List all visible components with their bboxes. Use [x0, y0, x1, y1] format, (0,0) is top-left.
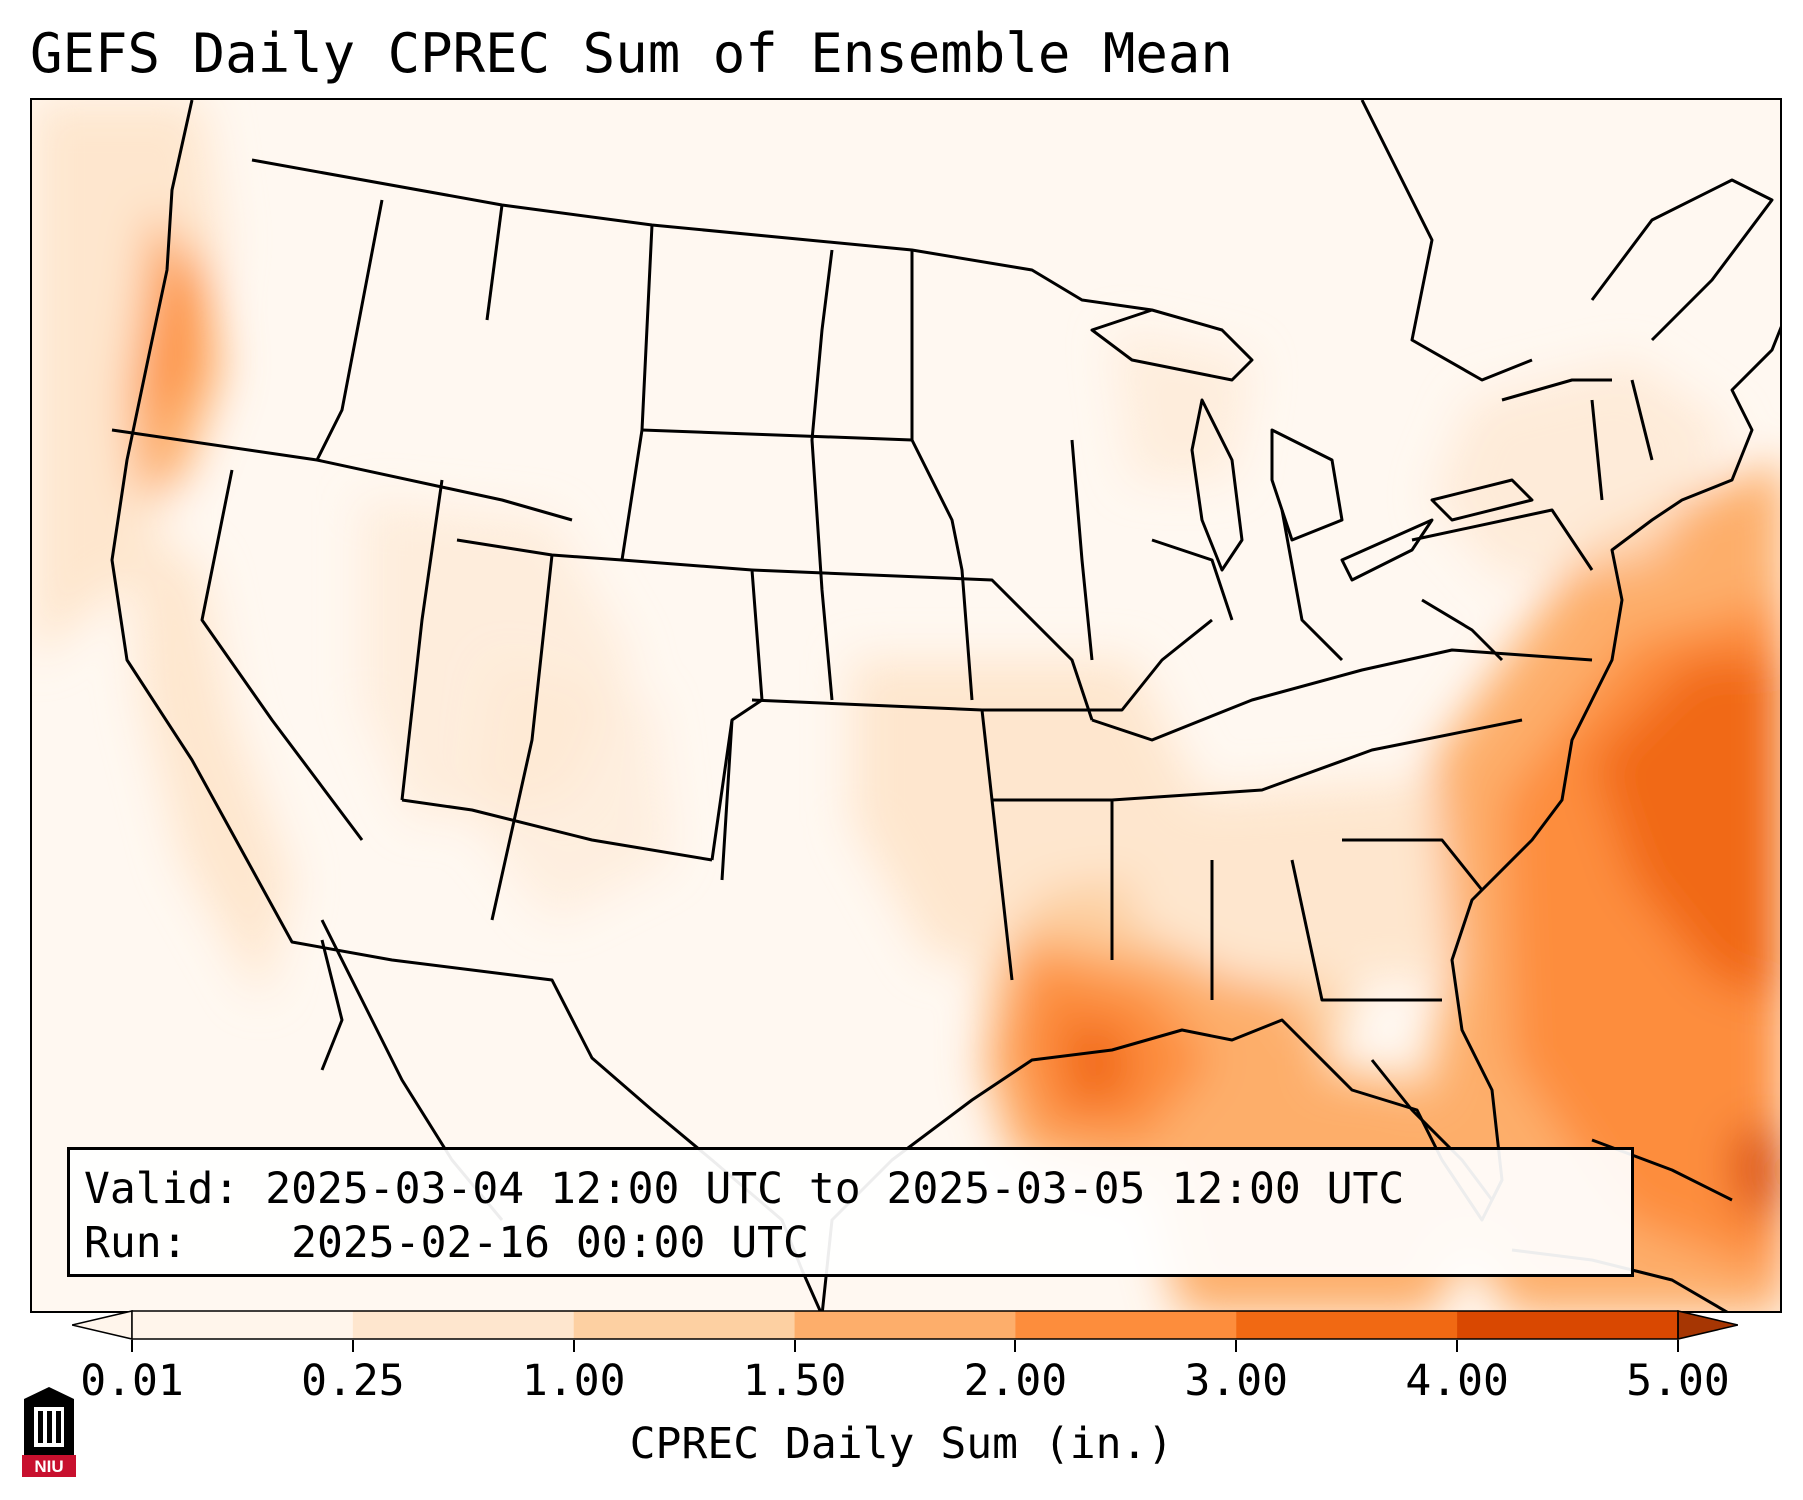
- map-panel: [30, 98, 1782, 1313]
- colorbar-tick: [131, 1340, 133, 1352]
- colorbar-tick: [1235, 1340, 1238, 1352]
- colorbar-segment: [1236, 1311, 1458, 1339]
- colorbar-extend-low: [72, 1310, 133, 1340]
- colorbar-segment: [794, 1311, 1016, 1339]
- precip-map: [32, 100, 1780, 1311]
- logo-red-band: [22, 1455, 76, 1477]
- colorbar-tick-label: 1.00: [521, 1356, 626, 1406]
- colorbar: [72, 1310, 1738, 1340]
- colorbar-segment: [1015, 1311, 1237, 1339]
- colorbar-tick: [1456, 1340, 1459, 1352]
- validity-info-box: Valid: 2025-03-04 12:00 UTC to 2025-03-0…: [67, 1147, 1634, 1277]
- valid-value: 2025-03-04 12:00 UTC to 2025-03-05 12:00…: [265, 1164, 1405, 1214]
- colorbar-tick-label: 5.00: [1626, 1356, 1730, 1406]
- colorbar-tick-label: 2.00: [963, 1356, 1068, 1406]
- colorbar-tick-label: 0.25: [301, 1356, 405, 1406]
- colorbar-tick-label: 4.00: [1405, 1356, 1509, 1406]
- run-label: Run:: [84, 1218, 188, 1268]
- colorbar-tick: [1677, 1340, 1679, 1352]
- map-title: GEFS Daily CPREC Sum of Ensemble Mean: [30, 22, 1233, 85]
- colorbar-tick: [793, 1340, 796, 1352]
- niu-logo: NIU: [22, 1387, 76, 1477]
- colorbar-tick-label: 0.01: [80, 1356, 184, 1406]
- colorbar-label: CPREC Daily Sum (in.): [629, 1419, 1174, 1469]
- colorbar-tick: [1014, 1340, 1017, 1352]
- valid-label: Valid:: [84, 1164, 240, 1214]
- run-value: 2025-02-16 00:00 UTC: [291, 1218, 809, 1268]
- logo-text: NIU: [34, 1457, 63, 1476]
- precip-field: [32, 100, 1780, 1311]
- colorbar-tick-label: 3.00: [1184, 1356, 1289, 1406]
- colorbar-frame: [131, 1310, 1679, 1340]
- colorbar-extend-high: [1677, 1310, 1738, 1340]
- colorbar-segment: [1457, 1311, 1679, 1339]
- colorbar-tick: [572, 1340, 575, 1352]
- colorbar-tick: [351, 1340, 354, 1352]
- colorbar-tick-label: 1.50: [742, 1356, 847, 1406]
- colorbar-segment: [573, 1311, 796, 1339]
- colorbar-segment: [132, 1311, 354, 1339]
- colorbar-segment: [352, 1311, 575, 1339]
